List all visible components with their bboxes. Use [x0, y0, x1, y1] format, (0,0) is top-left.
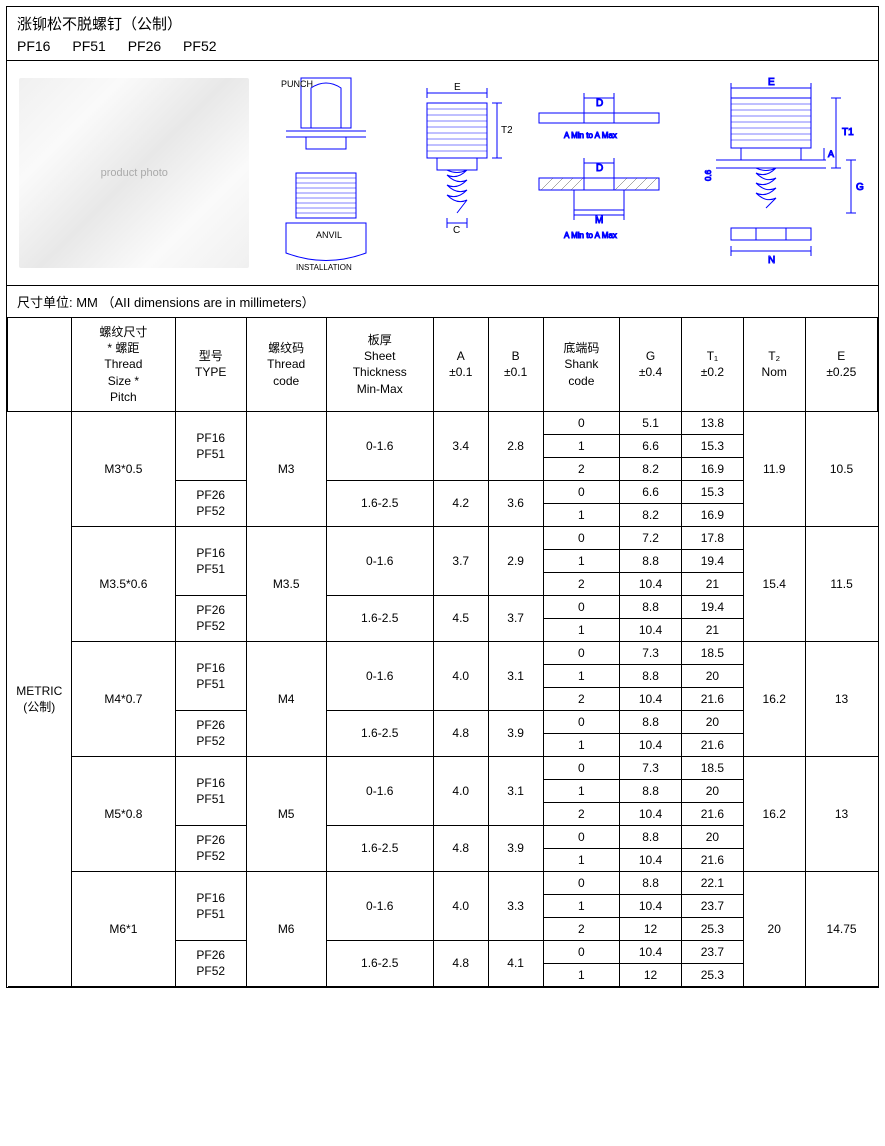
col-a: A ±0.1: [433, 318, 488, 411]
title-cn: 涨铆松不脱螺钉（公制）: [17, 13, 868, 34]
label-c: C: [453, 225, 460, 236]
col-sheet: 板厚 Sheet Thickness Min-Max: [326, 318, 433, 411]
label-e: E: [454, 82, 461, 93]
side-diagram: E T2 C: [402, 73, 512, 273]
label-anvil: ANVIL: [316, 230, 342, 240]
svg-text:A: A: [828, 149, 834, 159]
col-tcode: 螺纹码 Thread code: [246, 318, 326, 411]
col-t1: T₁ ±0.2: [681, 318, 743, 411]
full-diagram: E T1 G A 0.6 N: [696, 73, 866, 273]
svg-text:G: G: [856, 182, 864, 193]
spec-table: 螺纹尺寸 * 螺距 Thread Size * Pitch 型号 TYPE 螺纹…: [7, 318, 878, 987]
table-row: M4*0.7 PF16 PF51 M4 0-1.64.03.1 07.318.5…: [8, 641, 878, 664]
label-t2: T2: [501, 125, 512, 136]
table-row: M6*1 PF16 PF51 M6 0-1.64.03.3 08.822.1 2…: [8, 871, 878, 894]
pf-codes: PF16 PF51 PF26 PF52: [17, 38, 868, 54]
table-header-row: 螺纹尺寸 * 螺距 Thread Size * Pitch 型号 TYPE 螺纹…: [8, 318, 878, 411]
svg-text:A Min to A Max: A Min to A Max: [564, 231, 617, 240]
col-type: 型号 TYPE: [175, 318, 246, 411]
title-block: 涨铆松不脱螺钉（公制） PF16 PF51 PF26 PF52: [7, 7, 878, 61]
install-diagram: PUNCH ANVIL INSTALLATION: [266, 73, 386, 273]
table-row: METRIC (公制) M3*0.5 PF16 PF51 M3 0-1.6 3.…: [8, 411, 878, 434]
col-b: B ±0.1: [488, 318, 543, 411]
svg-text:M: M: [595, 215, 603, 226]
svg-text:D: D: [596, 163, 603, 174]
svg-text:N: N: [768, 255, 775, 266]
label-install: INSTALLATION: [296, 263, 352, 272]
svg-text:0.6: 0.6: [704, 169, 713, 181]
diagram-band: product photo PUNCH ANVIL INSTALLATION: [7, 61, 878, 286]
svg-text:D: D: [596, 98, 603, 109]
units-row: 尺寸单位: MM （AII dimensions are in millimet…: [7, 286, 878, 318]
col-g: G ±0.4: [620, 318, 682, 411]
col-t2: T₂ Nom: [743, 318, 805, 411]
col-shank: 底端码 Shank code: [543, 318, 620, 411]
table-row: M3.5*0.6 PF16 PF51 M3.5 0-1.63.72.9 07.2…: [8, 526, 878, 549]
col-e: E ±0.25: [805, 318, 877, 411]
spec-sheet: 涨铆松不脱螺钉（公制） PF16 PF51 PF26 PF52 product …: [6, 6, 879, 988]
product-photo: product photo: [19, 78, 249, 268]
col-thread: 螺纹尺寸 * 螺距 Thread Size * Pitch: [72, 318, 176, 411]
label-punch: PUNCH: [281, 79, 313, 89]
metric-label: METRIC (公制): [8, 411, 72, 986]
svg-text:T1: T1: [842, 127, 854, 138]
svg-text:E: E: [768, 77, 775, 88]
table-row: M5*0.8 PF16 PF51 M5 0-1.64.03.1 07.318.5…: [8, 756, 878, 779]
svg-text:A Min to A Max: A Min to A Max: [564, 131, 617, 140]
section-diagram: D A Min to A Max D M A Min to A Max: [529, 83, 679, 263]
